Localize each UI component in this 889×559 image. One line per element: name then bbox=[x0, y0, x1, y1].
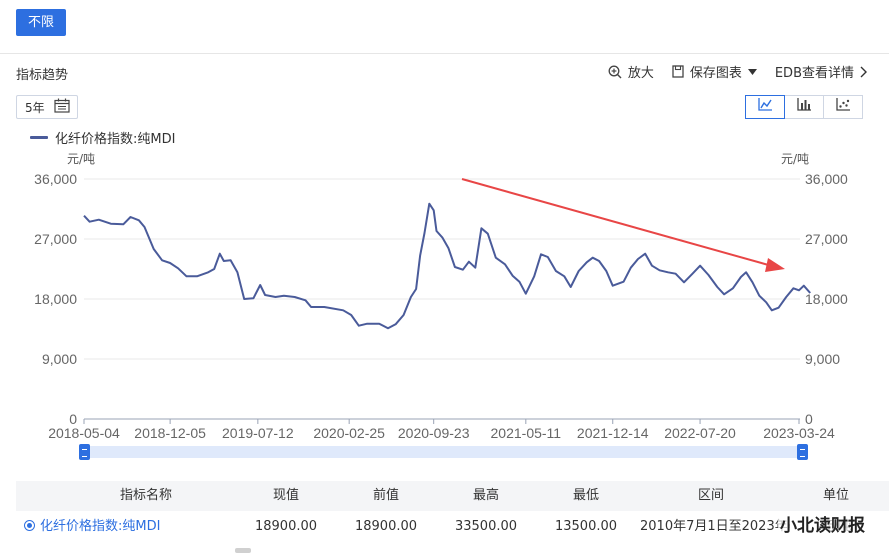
zoom-in-icon bbox=[608, 65, 622, 79]
range-slider[interactable] bbox=[79, 444, 809, 460]
x-tick-label: 2023-03-24 bbox=[763, 425, 835, 441]
x-tick-label: 2019-07-12 bbox=[222, 425, 294, 441]
save-label: 保存图表 bbox=[689, 66, 742, 81]
range-slider-track bbox=[83, 446, 805, 458]
left-axis-unit: 元/吨 bbox=[67, 152, 96, 166]
x-tick-label: 2020-02-25 bbox=[313, 425, 385, 441]
y-tick-label-right: 36,000 bbox=[805, 171, 848, 187]
x-tick-label: 2021-05-11 bbox=[491, 425, 562, 441]
table-row: 化纤价格指数:纯MDI 18900.00 18900.00 33500.00 1… bbox=[16, 512, 889, 542]
x-tick-label: 2022-07-20 bbox=[664, 425, 736, 441]
line-chart: 0 9,000 18,000 27,000 36,000 0 9,000 18,000 27,… bbox=[34, 171, 848, 441]
save-icon bbox=[672, 65, 684, 78]
y-tick-label-left: 18,000 bbox=[34, 291, 77, 307]
header-name: 指标名称 bbox=[119, 488, 172, 503]
horizontal-scrollbar[interactable] bbox=[235, 548, 251, 553]
header-high: 最高 bbox=[472, 488, 499, 503]
caret-down-icon bbox=[747, 68, 757, 75]
row-range: 2010年7月1日至2023年4月21日 bbox=[640, 519, 790, 534]
y-tick-label-right: 18,000 bbox=[805, 291, 848, 307]
period-selector[interactable]: 5年 bbox=[16, 95, 78, 119]
x-tick-label: 2018-05-04 bbox=[48, 425, 120, 441]
header-low: 最低 bbox=[572, 488, 599, 503]
edb-label: EDB查看详情 bbox=[774, 66, 854, 81]
zoom-label: 放大 bbox=[627, 66, 654, 81]
header-unit: 单位 bbox=[822, 488, 849, 503]
row-low: 13500.00 bbox=[554, 519, 618, 534]
chart-type-switch bbox=[745, 95, 863, 119]
range-slider-end-handle[interactable] bbox=[797, 444, 808, 460]
series-line-mdi bbox=[83, 202, 811, 330]
chart-legend[interactable]: 化纤价格指数:纯MDI bbox=[30, 128, 175, 147]
row-name-link[interactable]: 化纤价格指数:纯MDI bbox=[40, 519, 161, 534]
legend-swatch bbox=[30, 136, 48, 139]
y-tick-label-right: 0 bbox=[805, 411, 813, 427]
section-divider bbox=[0, 53, 889, 54]
header-previous: 前值 bbox=[372, 488, 399, 503]
y-tick-label-right: 27,000 bbox=[805, 231, 848, 247]
y-tick-label-left: 9,000 bbox=[42, 351, 77, 367]
header-current: 现值 bbox=[272, 488, 299, 503]
section-title: 指标趋势 bbox=[16, 68, 69, 83]
x-tick-label: 2021-12-14 bbox=[577, 425, 649, 441]
row-name[interactable]: 化纤价格指数:纯MDI bbox=[24, 512, 204, 542]
line-chart-button[interactable] bbox=[745, 95, 785, 119]
row-current: 18900.00 bbox=[254, 519, 318, 534]
legend-label: 化纤价格指数:纯MDI bbox=[55, 132, 176, 147]
zoom-button[interactable]: 放大 bbox=[608, 62, 654, 81]
scatter-chart-button[interactable] bbox=[823, 95, 863, 119]
y-tick-label-right: 9,000 bbox=[805, 351, 840, 367]
y-tick-label-left: 0 bbox=[69, 411, 77, 427]
y-tick-label-left: 36,000 bbox=[34, 171, 77, 187]
unlimited-filter-button[interactable]: 不限 bbox=[16, 9, 66, 36]
x-tick-label: 2018-12-05 bbox=[134, 425, 206, 441]
line-chart-icon bbox=[757, 98, 773, 116]
bar-chart-button[interactable] bbox=[784, 95, 824, 119]
header-range: 区间 bbox=[697, 488, 724, 503]
scatter-chart-icon bbox=[835, 98, 851, 116]
right-axis-unit: 元/吨 bbox=[781, 152, 810, 166]
watermark: 小北读财报 bbox=[778, 511, 867, 536]
row-high: 33500.00 bbox=[454, 519, 518, 534]
edb-detail-link[interactable]: EDB查看详情 bbox=[775, 62, 867, 81]
table-header: 指标名称 现值 前值 最高 最低 区间 单位 bbox=[16, 481, 889, 511]
chevron-right-icon bbox=[860, 66, 867, 78]
range-slider-start-handle[interactable] bbox=[79, 444, 90, 460]
calendar-icon bbox=[54, 98, 70, 116]
trend-arrow bbox=[461, 178, 785, 272]
y-tick-label-left: 27,000 bbox=[34, 231, 77, 247]
bar-chart-icon bbox=[796, 98, 812, 116]
period-label: 5年 bbox=[25, 100, 45, 115]
row-radio[interactable] bbox=[24, 520, 35, 531]
row-previous: 18900.00 bbox=[354, 519, 418, 534]
chart-toolbar: 放大 保存图表 EDB查看详情 bbox=[608, 62, 867, 81]
save-chart-dropdown[interactable]: 保存图表 bbox=[672, 62, 757, 81]
x-tick-label: 2020-09-23 bbox=[398, 425, 470, 441]
